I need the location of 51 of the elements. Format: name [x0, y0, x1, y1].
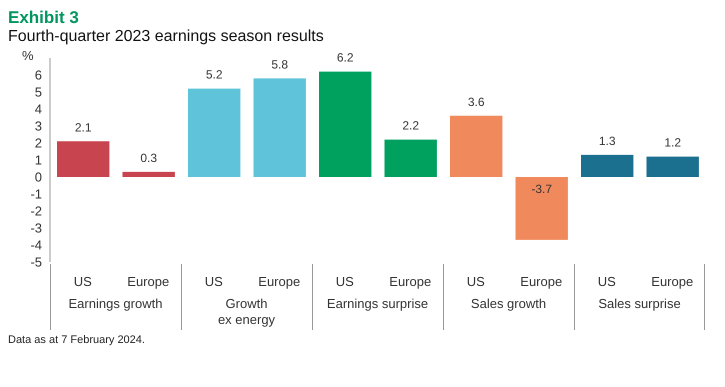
data-label: 0.3: [140, 150, 158, 165]
chart-title: Exhibit 3: [8, 8, 80, 28]
y-tick-label: 0: [34, 170, 42, 185]
y-tick-label: -5: [30, 254, 42, 270]
x-tick-label: Europe: [258, 274, 300, 289]
text: Earnings surprise: [326, 296, 430, 312]
bar: [646, 156, 699, 177]
x-tick-label: Europe: [651, 274, 694, 289]
x-tick-label: Europe: [520, 274, 562, 289]
text: Sales surprise: [597, 296, 682, 312]
y-tick-label: 3: [34, 118, 42, 134]
bar: [384, 140, 437, 177]
bar: [516, 177, 568, 240]
x-tick-label: US: [598, 274, 616, 289]
y-tick-label: -2: [30, 204, 42, 219]
y-tick-label: 2: [34, 136, 42, 151]
y-tick-label: 4: [34, 102, 42, 117]
x-tick-label: US: [466, 274, 486, 289]
x-tick-label: Europe: [127, 274, 170, 289]
bar: [319, 72, 372, 177]
text: Sales growth: [470, 296, 548, 312]
data-label: 2.2: [402, 118, 420, 133]
data-label: 5.8: [271, 57, 288, 72]
y-tick-label: 5: [34, 84, 42, 100]
data-label: 3.6: [468, 94, 485, 109]
bar: [254, 78, 306, 177]
y-tick-label: -4: [30, 238, 42, 253]
data-label: 2.1: [74, 120, 92, 134]
text: Data as at 7 February 2024.: [8, 334, 146, 346]
bar: [57, 141, 110, 177]
x-tick-label: US: [336, 274, 354, 289]
bar: [450, 116, 502, 177]
text: Earnings growth: [68, 296, 164, 312]
data-label: -3.7: [531, 182, 552, 196]
data-label: 1.2: [664, 136, 682, 150]
data-label: 6.2: [336, 50, 354, 65]
bar: [581, 154, 634, 177]
data-label: 1.3: [598, 134, 616, 148]
text: Growth ex energy: [216, 296, 276, 328]
y-tick-label: 1: [34, 152, 42, 168]
x-tick-label: US: [204, 274, 224, 289]
bar: [188, 88, 240, 177]
data-label: 5.2: [206, 68, 223, 82]
x-tick-label: Europe: [389, 274, 432, 289]
bar: [122, 172, 175, 177]
y-tick-label: -1: [30, 186, 42, 202]
y-tick-label: -3: [30, 220, 42, 236]
y-axis-title: %: [22, 48, 34, 63]
y-tick-label: 6: [34, 68, 42, 83]
chart-subtitle: Fourth-quarter 2023 earnings season results: [8, 28, 325, 46]
x-tick-label: US: [74, 274, 92, 289]
